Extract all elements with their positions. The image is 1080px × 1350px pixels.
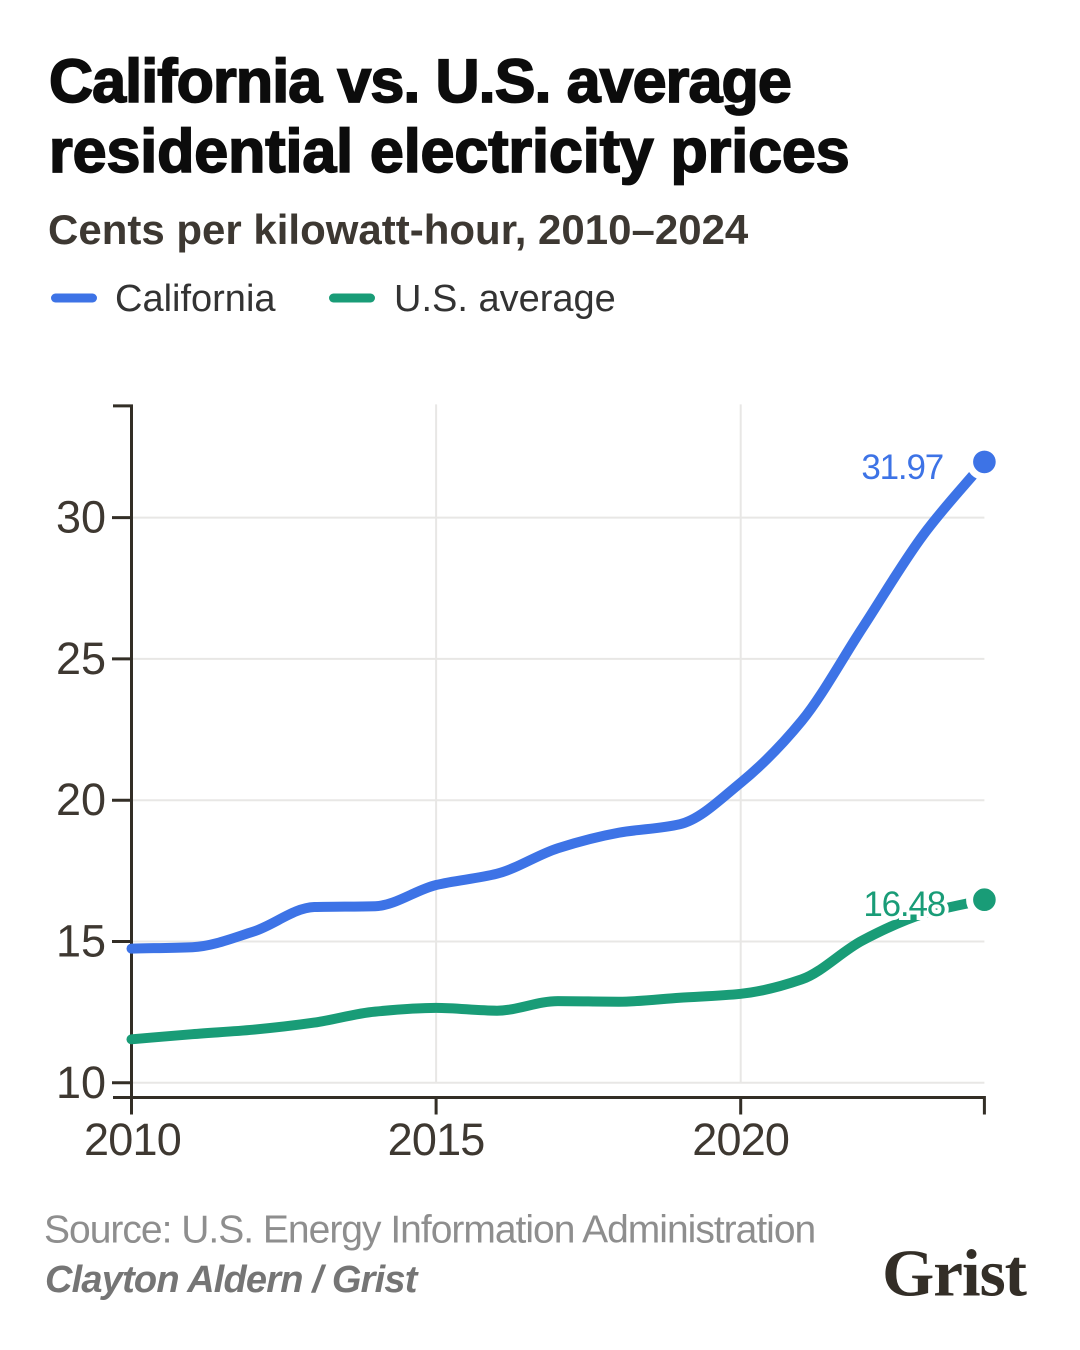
svg-text:16.48: 16.48 xyxy=(863,885,945,924)
svg-text:Cents per kilowatt-hour, 2010–: Cents per kilowatt-hour, 2010–2024 xyxy=(48,206,749,253)
svg-text:California: California xyxy=(115,278,276,320)
svg-text:Source: U.S. Energy Informatio: Source: U.S. Energy Information Administ… xyxy=(44,1209,815,1252)
svg-text:residential electricity prices: residential electricity prices xyxy=(49,117,850,185)
svg-text:25: 25 xyxy=(56,633,106,684)
svg-text:2020: 2020 xyxy=(692,1114,789,1165)
svg-text:10: 10 xyxy=(56,1057,106,1108)
svg-text:California vs. U.S. average: California vs. U.S. average xyxy=(49,47,791,115)
svg-text:31.97: 31.97 xyxy=(861,448,943,487)
svg-text:20: 20 xyxy=(56,774,106,825)
svg-text:U.S. average: U.S. average xyxy=(394,278,616,320)
svg-text:Grist: Grist xyxy=(882,1237,1028,1311)
svg-text:15: 15 xyxy=(56,916,106,967)
svg-text:2010: 2010 xyxy=(84,1114,181,1165)
svg-text:Clayton Aldern / Grist: Clayton Aldern / Grist xyxy=(45,1259,419,1301)
svg-text:2015: 2015 xyxy=(388,1114,485,1165)
svg-text:30: 30 xyxy=(56,492,106,543)
